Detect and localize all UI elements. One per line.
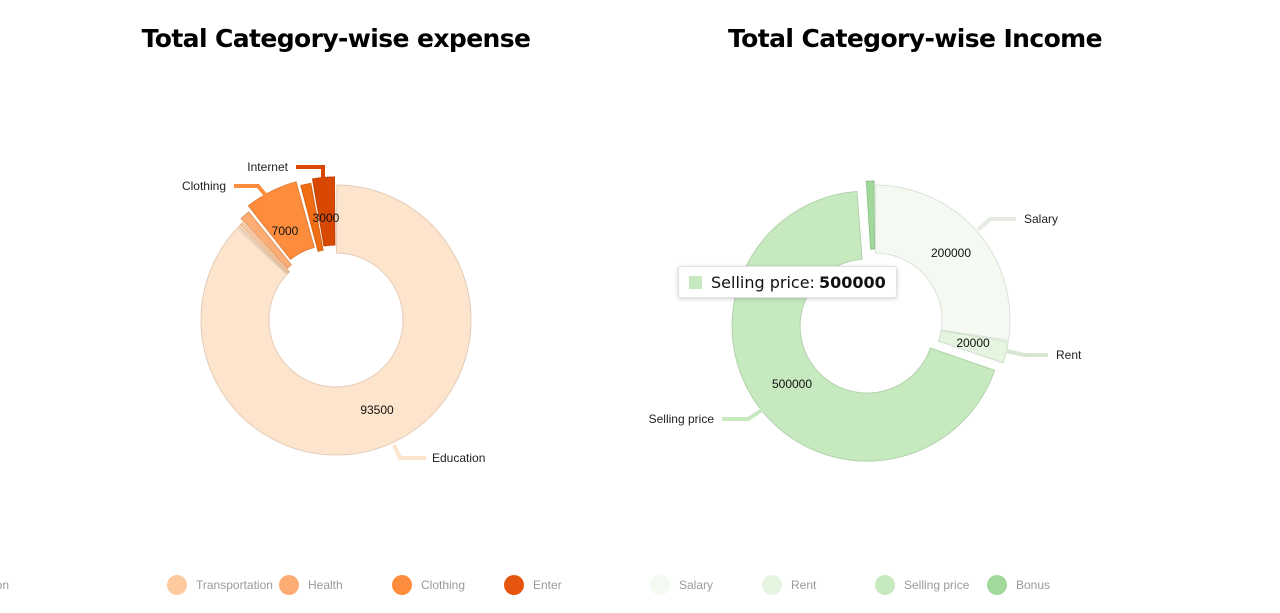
slice-label: Salary	[1024, 212, 1058, 226]
expense-donut: Education Clothing Internet 93500 7000 3000	[182, 160, 485, 465]
legend-item-rent[interactable]: Rent	[762, 573, 816, 597]
callout-line	[722, 408, 764, 421]
value-label: 3000	[313, 211, 340, 225]
expense-chart: Total Category-wise expense Education Clo…	[0, 24, 640, 597]
tooltip-label: Selling price:	[711, 272, 815, 292]
value-label: 20000	[956, 336, 990, 350]
legend-label: ation	[0, 578, 10, 592]
income-donut: Salary Rent Selling price 200000 20000 500000	[649, 180, 1082, 462]
callout-line	[392, 444, 426, 460]
legend: ation Transportation Health Clothing Enter	[0, 573, 640, 597]
slice-label: Internet	[247, 160, 288, 174]
legend-dot	[987, 575, 1007, 595]
legend-dot	[392, 575, 412, 595]
legend-label: Clothing	[421, 578, 466, 592]
legend-label: Selling price	[904, 578, 970, 592]
slice-segment-3[interactable]	[865, 180, 875, 250]
value-label: 7000	[272, 224, 299, 238]
legend-dot	[504, 575, 524, 595]
legend-dot	[875, 575, 895, 595]
income-chart: Total Category-wise Income Salary Rent Sel…	[640, 0, 1280, 613]
legend-item-salary[interactable]: Salary	[650, 573, 713, 597]
slice-label: Selling price	[649, 412, 715, 426]
slice-internet[interactable]	[311, 176, 336, 247]
legend-label: Salary	[679, 578, 714, 592]
callout-line	[234, 184, 270, 200]
legend-item-bonus[interactable]: Bonus	[987, 573, 1050, 597]
slice-segment-2[interactable]	[239, 221, 291, 274]
legend-label: Transportation	[196, 578, 273, 592]
chart-title: Total Category-wise expense	[141, 24, 531, 53]
slice-clothing[interactable]	[247, 181, 315, 260]
tooltip-value: 500000	[818, 272, 886, 292]
value-label: 500000	[772, 377, 812, 391]
legend-item-health[interactable]: Health	[279, 573, 343, 597]
value-label: 93500	[360, 403, 394, 417]
legend-dot	[279, 575, 299, 595]
slice-salary[interactable]	[874, 184, 1011, 341]
legend-label: Health	[308, 578, 343, 592]
legend-dot	[650, 575, 670, 595]
legend-item-ation[interactable]: ation	[0, 573, 9, 597]
callout-line	[1005, 349, 1048, 357]
legend-item-selling-price[interactable]: Selling price	[875, 573, 969, 597]
slice-segment-5[interactable]	[300, 182, 324, 252]
legend-item-transportation[interactable]: Transportation	[167, 573, 273, 597]
chart-title: Total Category-wise Income	[728, 24, 1103, 53]
slice-education[interactable]	[200, 184, 472, 456]
slice-segment-1[interactable]	[237, 225, 289, 275]
callout-line	[976, 217, 1016, 232]
legend-dot	[167, 575, 187, 595]
slice-label: Education	[432, 451, 485, 465]
slice-selling-price[interactable]	[731, 190, 996, 462]
tooltip-swatch	[689, 275, 702, 289]
slice-label: Rent	[1056, 348, 1082, 362]
slice-tooltip: Selling price: 500000	[678, 266, 897, 298]
callout-line	[296, 165, 325, 184]
slice-label: Clothing	[182, 179, 226, 193]
legend-label: Bonus	[1016, 578, 1051, 592]
legend-item-enter[interactable]: Enter	[504, 573, 562, 597]
slice-segment-3[interactable]	[240, 211, 293, 269]
legend: Salary Rent Selling price Bonus	[640, 573, 1280, 597]
legend-label: Rent	[791, 578, 817, 592]
legend-dot	[762, 575, 782, 595]
legend-label: Enter	[533, 578, 562, 592]
slice-rent[interactable]	[937, 330, 1009, 364]
value-label: 200000	[931, 246, 971, 260]
legend-item-clothing[interactable]: Clothing	[392, 573, 465, 597]
